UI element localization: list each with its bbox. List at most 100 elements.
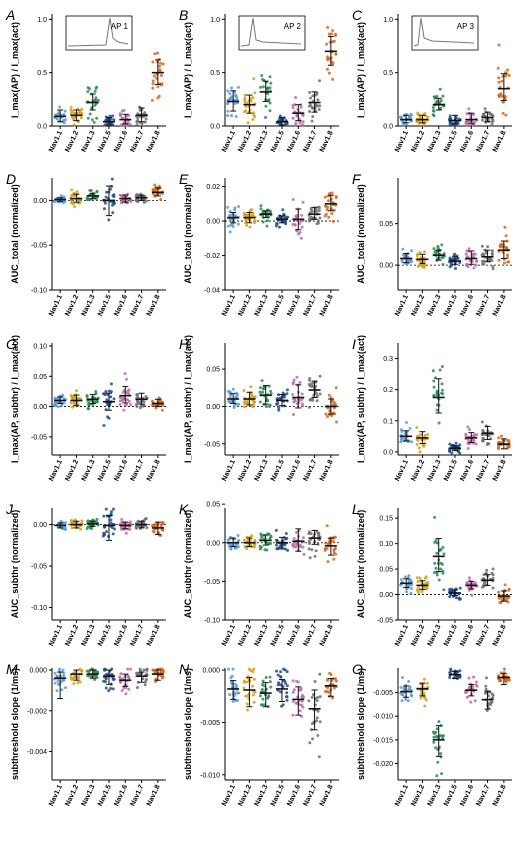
panel-letter: J bbox=[5, 501, 14, 517]
x-tick-label: Nav1.1 bbox=[221, 130, 237, 154]
data-point bbox=[161, 528, 165, 532]
data-point bbox=[439, 755, 443, 759]
data-point bbox=[266, 696, 270, 700]
data-point bbox=[93, 89, 97, 93]
y-tick-label: -0.10 bbox=[204, 618, 220, 625]
data-point bbox=[124, 692, 128, 696]
data-point bbox=[145, 668, 149, 672]
data-point bbox=[507, 588, 511, 592]
x-tick-label: Nav1.5 bbox=[443, 784, 459, 808]
data-point bbox=[448, 671, 452, 675]
data-point bbox=[331, 540, 335, 544]
data-point bbox=[125, 114, 129, 118]
data-point bbox=[106, 415, 110, 419]
data-point bbox=[229, 86, 233, 90]
data-point bbox=[260, 683, 264, 687]
data-point bbox=[76, 681, 80, 685]
y-tick-label: 0.00 bbox=[33, 404, 47, 411]
data-point bbox=[251, 693, 255, 697]
data-point bbox=[242, 686, 246, 690]
data-point bbox=[234, 114, 238, 118]
data-point bbox=[420, 590, 424, 594]
data-point bbox=[261, 220, 265, 224]
data-point bbox=[500, 79, 504, 83]
data-point bbox=[423, 112, 427, 116]
data-point bbox=[75, 389, 79, 393]
data-point bbox=[307, 539, 311, 543]
data-point bbox=[474, 680, 478, 684]
x-tick-label: Nav1.3 bbox=[81, 624, 97, 648]
y-tick-label: -0.05 bbox=[31, 243, 47, 250]
data-point bbox=[77, 675, 81, 679]
data-point bbox=[497, 93, 501, 97]
data-point bbox=[157, 396, 161, 400]
x-tick-label: Nav1.5 bbox=[97, 624, 113, 648]
data-point bbox=[334, 196, 338, 200]
inset-frame bbox=[238, 15, 306, 51]
data-point bbox=[435, 573, 439, 577]
data-point bbox=[251, 214, 255, 218]
y-tick-label: -0.05 bbox=[204, 579, 220, 586]
y-tick-label: -0.04 bbox=[204, 288, 220, 295]
data-point bbox=[284, 681, 288, 685]
data-point bbox=[464, 252, 468, 256]
data-point bbox=[242, 538, 246, 542]
inset: AP 2 bbox=[238, 15, 306, 51]
data-point bbox=[309, 104, 313, 108]
data-point bbox=[266, 92, 270, 96]
y-axis-label: I_max(AP, subthr) / I_max(act) bbox=[10, 335, 20, 463]
data-point bbox=[485, 708, 489, 712]
y-tick-label: -0.05 bbox=[31, 434, 47, 441]
data-point bbox=[120, 688, 124, 692]
data-point bbox=[399, 115, 403, 119]
data-point bbox=[295, 229, 299, 233]
data-point bbox=[400, 699, 404, 703]
data-point bbox=[302, 552, 306, 556]
data-point bbox=[153, 52, 157, 56]
data-point bbox=[439, 98, 443, 102]
data-point bbox=[317, 209, 321, 213]
data-point bbox=[307, 547, 311, 551]
data-point bbox=[104, 507, 108, 511]
data-point bbox=[109, 390, 113, 394]
data-point bbox=[501, 100, 505, 104]
data-point bbox=[70, 188, 74, 192]
y-tick-label: 1.0 bbox=[210, 17, 220, 24]
data-point bbox=[330, 191, 334, 195]
data-point bbox=[112, 397, 116, 401]
data-point bbox=[450, 444, 454, 448]
data-point bbox=[441, 263, 445, 267]
data-point bbox=[480, 585, 484, 589]
data-point bbox=[125, 398, 129, 402]
y-tick-label: -0.020 bbox=[373, 761, 393, 768]
data-point bbox=[498, 244, 502, 248]
data-point bbox=[318, 374, 322, 378]
x-tick-label: Nav1.8 bbox=[146, 130, 162, 154]
data-point bbox=[491, 265, 495, 269]
panel-letter: A bbox=[5, 7, 15, 23]
data-point bbox=[233, 682, 237, 686]
data-point bbox=[310, 382, 314, 386]
y-tick-label: 0.05 bbox=[206, 367, 220, 374]
data-point bbox=[89, 188, 93, 192]
data-point bbox=[252, 667, 256, 671]
data-point bbox=[64, 686, 68, 690]
x-tick-label: Nav1.1 bbox=[48, 130, 64, 154]
panel-letter: I bbox=[352, 336, 356, 352]
data-point bbox=[458, 669, 462, 673]
data-point bbox=[277, 406, 281, 410]
data-point bbox=[269, 534, 273, 538]
data-point bbox=[499, 434, 503, 438]
data-point bbox=[103, 123, 107, 127]
data-point bbox=[291, 103, 295, 107]
data-point bbox=[228, 213, 232, 217]
data-point bbox=[331, 77, 335, 81]
data-point bbox=[438, 368, 442, 372]
data-point bbox=[268, 109, 272, 113]
data-point bbox=[143, 683, 147, 687]
data-point bbox=[60, 403, 64, 407]
data-point bbox=[292, 400, 296, 404]
data-point bbox=[226, 89, 230, 93]
data-point bbox=[138, 524, 142, 528]
inset: AP 3 bbox=[411, 15, 479, 51]
